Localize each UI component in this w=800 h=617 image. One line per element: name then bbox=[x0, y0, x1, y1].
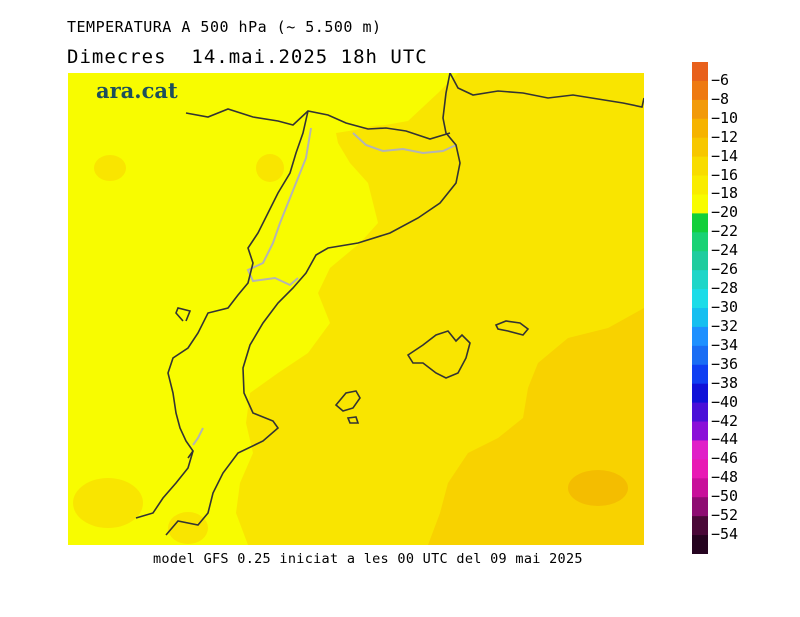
border-line bbox=[352, 132, 457, 155]
coastline bbox=[167, 110, 309, 459]
coastline bbox=[175, 307, 192, 322]
colorbar-tick-label: −54 bbox=[711, 525, 739, 544]
colorbar-swatch bbox=[692, 270, 708, 290]
field-minus18 bbox=[168, 512, 208, 544]
field-minus18 bbox=[73, 478, 143, 528]
colorbar-swatch bbox=[692, 194, 708, 214]
colorbar-swatch bbox=[692, 535, 708, 554]
colorbar-swatch bbox=[692, 156, 708, 177]
colorbar-swatch bbox=[692, 326, 708, 347]
border-line bbox=[192, 427, 204, 446]
colorbar-swatch bbox=[692, 383, 708, 404]
colorbar-swatch bbox=[692, 440, 708, 460]
field-minus16 bbox=[568, 470, 628, 506]
colorbar-tick-label: −6 bbox=[711, 70, 730, 89]
colorbar-tick-label: −30 bbox=[711, 298, 739, 316]
colorbar-tick-label: −28 bbox=[711, 279, 739, 298]
temperature-colorbar bbox=[692, 62, 708, 554]
colorbar-tick-label: −36 bbox=[711, 354, 739, 373]
colorbar-tick-label: −22 bbox=[711, 222, 739, 241]
colorbar-swatch bbox=[692, 289, 708, 309]
coastline bbox=[185, 108, 451, 140]
colorbar-swatch bbox=[692, 80, 708, 101]
menorca-island bbox=[494, 320, 530, 336]
colorbar-swatch bbox=[692, 421, 708, 441]
field-minus18 bbox=[94, 155, 126, 181]
colorbar-tick-label: −34 bbox=[711, 335, 739, 354]
coastline bbox=[165, 73, 461, 536]
coastline bbox=[449, 73, 644, 108]
colorbar-swatch bbox=[692, 118, 708, 139]
colorbar-tick-label: −8 bbox=[711, 89, 730, 108]
colorbar-swatch bbox=[692, 213, 708, 233]
colorbar-tick-label: −26 bbox=[711, 260, 739, 279]
colorbar-tick-label: −24 bbox=[711, 241, 739, 260]
ara-cat-logo: ara.cat bbox=[96, 78, 178, 103]
colorbar-tick-label: −50 bbox=[711, 487, 739, 506]
colorbar-tick-label: −52 bbox=[711, 506, 739, 525]
colorbar-tick-label: −20 bbox=[711, 203, 739, 222]
colorbar-swatch bbox=[692, 308, 708, 328]
temperature-map bbox=[68, 73, 644, 545]
colorbar-tick-label: −18 bbox=[711, 184, 739, 203]
colorbar-tick-label: −10 bbox=[711, 108, 739, 127]
colorbar-tick-label: −38 bbox=[711, 373, 739, 392]
colorbar-swatch bbox=[692, 175, 708, 195]
ibiza-island bbox=[334, 390, 361, 412]
field-minus18 bbox=[350, 125, 422, 156]
colorbar-swatch bbox=[692, 251, 708, 271]
colorbar-swatch bbox=[692, 402, 708, 423]
colorbar-tick-label: −12 bbox=[711, 127, 739, 146]
border-line bbox=[246, 127, 312, 287]
map-title: TEMPERATURA A 500 hPa (~ 5.500 m) bbox=[67, 18, 382, 36]
colorbar-tick-label: −40 bbox=[711, 392, 739, 411]
colorbar-swatch bbox=[692, 478, 708, 498]
formentera-island bbox=[346, 416, 360, 424]
map-subtitle-datetime: Dimecres 14.mai.2025 18h UTC bbox=[67, 46, 428, 68]
colorbar-tick-label: −44 bbox=[711, 430, 739, 449]
colorbar-swatch bbox=[692, 232, 708, 252]
colorbar-tick-label: −32 bbox=[711, 316, 739, 335]
colorbar-swatch bbox=[692, 345, 708, 366]
model-run-footer: model GFS 0.25 iniciat a les 00 UTC del … bbox=[153, 551, 583, 567]
colorbar-swatch bbox=[692, 62, 708, 82]
coastline bbox=[135, 450, 194, 519]
colorbar-swatch bbox=[692, 364, 708, 385]
colorbar-swatch bbox=[692, 137, 708, 158]
field-minus18 bbox=[256, 154, 284, 182]
colorbar-tick-label: −14 bbox=[711, 146, 739, 165]
mallorca-island bbox=[406, 330, 471, 379]
colorbar-swatch bbox=[692, 497, 708, 517]
colorbar-tick-label: −42 bbox=[711, 411, 739, 430]
colorbar-tick-label: −16 bbox=[711, 165, 739, 184]
colorbar-tick-label: −46 bbox=[711, 449, 739, 468]
colorbar-swatch bbox=[692, 99, 708, 120]
colorbar-swatch bbox=[692, 516, 708, 536]
colorbar-tick-label: −48 bbox=[711, 468, 739, 487]
colorbar-swatch bbox=[692, 459, 708, 479]
